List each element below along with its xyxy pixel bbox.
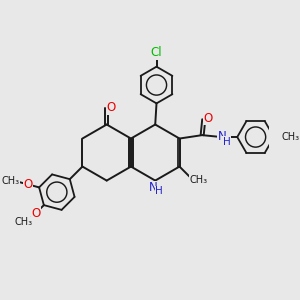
Text: O: O bbox=[23, 178, 33, 191]
Text: O: O bbox=[204, 112, 213, 124]
Text: CH₃: CH₃ bbox=[282, 132, 300, 142]
Text: N: N bbox=[149, 181, 158, 194]
Text: O: O bbox=[107, 101, 116, 115]
Text: O: O bbox=[31, 207, 40, 220]
Text: H: H bbox=[223, 136, 231, 147]
Text: N: N bbox=[218, 130, 226, 142]
Text: CH₃: CH₃ bbox=[189, 175, 207, 184]
Text: CH₃: CH₃ bbox=[2, 176, 20, 186]
Text: H: H bbox=[155, 186, 163, 196]
Text: CH₃: CH₃ bbox=[14, 217, 32, 227]
Text: Cl: Cl bbox=[151, 46, 162, 59]
